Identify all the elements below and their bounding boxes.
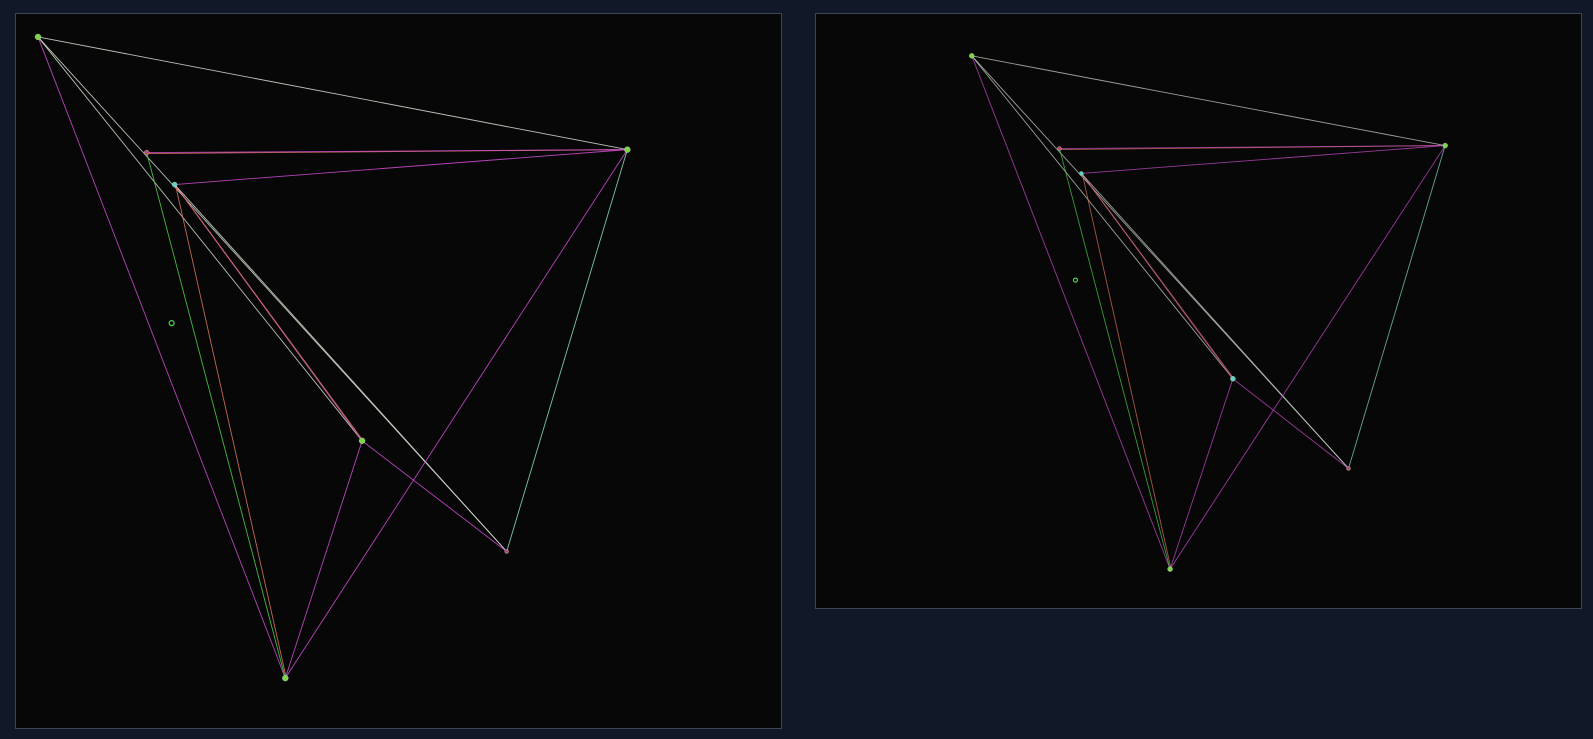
graph-edge	[1081, 145, 1446, 174]
graph-node[interactable]	[168, 320, 175, 327]
graph-edge	[971, 55, 1171, 570]
graph-node[interactable]	[969, 53, 975, 59]
node-layer	[34, 33, 631, 682]
graph-edge	[146, 152, 286, 679]
graph-edge	[1059, 145, 1446, 149]
graph-edge	[174, 149, 628, 185]
graph-node[interactable]	[358, 437, 366, 445]
graph-edge	[175, 185, 287, 679]
graph-panel-left[interactable]	[15, 13, 782, 729]
graph-edge	[37, 36, 628, 151]
graph-node[interactable]	[1346, 466, 1351, 471]
graph-edge	[1169, 378, 1234, 570]
graph-edge	[146, 149, 628, 154]
graph-canvas-left	[34, 33, 631, 682]
graph-node[interactable]	[624, 146, 631, 153]
graph-edge	[37, 36, 286, 679]
graph-edge	[175, 185, 364, 442]
graph-node[interactable]	[34, 33, 42, 41]
graph-node[interactable]	[282, 674, 289, 682]
node-layer	[969, 53, 1448, 572]
graph-edge	[37, 36, 363, 442]
graph-edge	[1169, 145, 1446, 570]
graph-edge	[284, 149, 628, 679]
graph-edge	[1082, 174, 1235, 380]
graph-edge	[1059, 148, 1171, 570]
graph-canvas-right	[969, 53, 1448, 572]
graph-edge	[361, 440, 507, 552]
graph-edge	[1081, 174, 1172, 570]
graph-node[interactable]	[1442, 142, 1448, 149]
graph-node[interactable]	[1167, 566, 1173, 572]
graph-node[interactable]	[1057, 146, 1062, 151]
graph-node[interactable]	[1072, 277, 1079, 283]
graph-edge	[1081, 173, 1349, 469]
edge-layer	[37, 36, 629, 679]
graph-edge	[1232, 378, 1349, 469]
graph-node[interactable]	[1079, 171, 1084, 176]
graph-edge	[971, 55, 1446, 146]
graph-edge	[971, 55, 1234, 380]
graph-node[interactable]	[143, 149, 150, 156]
graph-panel-right[interactable]	[815, 13, 1582, 609]
edge-layer	[971, 55, 1447, 570]
graph-edge	[174, 184, 508, 552]
graph-edge	[284, 440, 363, 679]
graph-node[interactable]	[504, 549, 509, 554]
graph-edge	[1348, 145, 1446, 469]
graph-node[interactable]	[1230, 376, 1236, 382]
graph-node[interactable]	[171, 181, 178, 188]
graph-edge	[506, 149, 628, 552]
